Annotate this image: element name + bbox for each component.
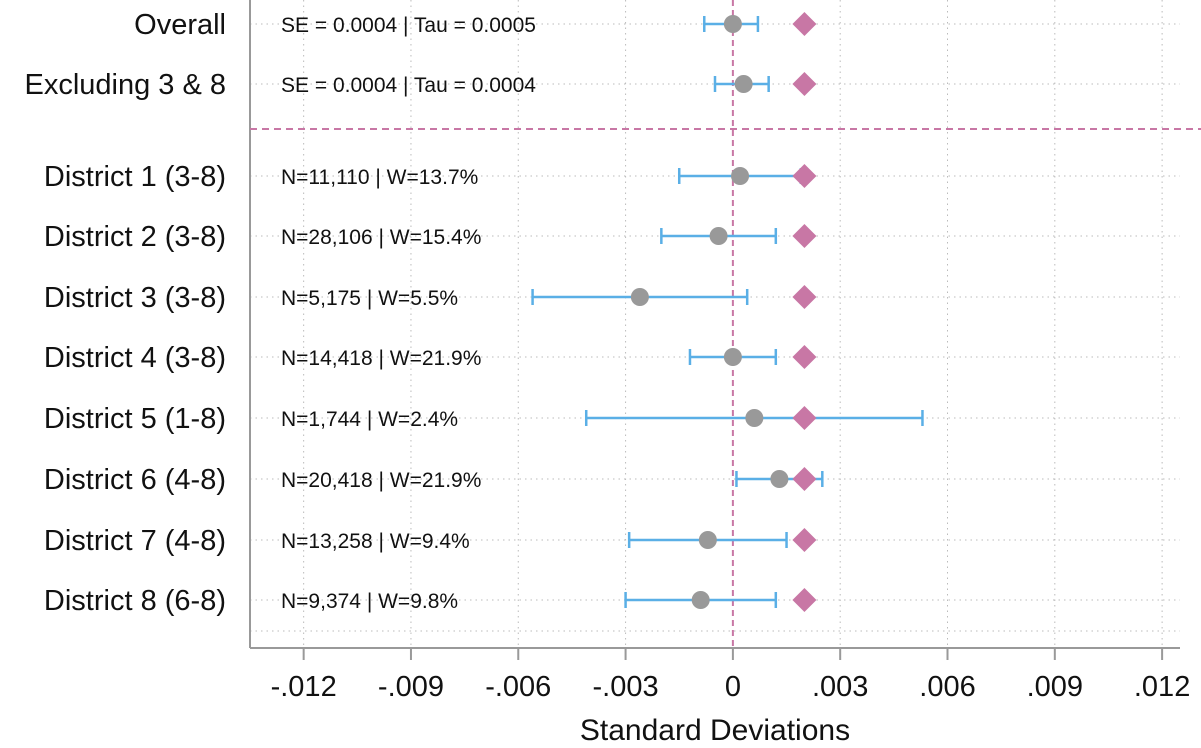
row: District 6 (4-8) N=20,418 | W=21.9% [44, 464, 824, 496]
rows: Overall SE = 0.0004 | Tau = 0.0005 Excludi… [24, 9, 924, 617]
point-estimate [723, 15, 742, 33]
diamond-marker [792, 588, 817, 612]
x-tick-label: .012 [1134, 671, 1190, 703]
row: District 3 (3-8) N=5,175 | W=5.5% [44, 282, 817, 314]
row: District 5 (1-8) N=1,744 | W=2.4% [44, 403, 924, 435]
diamond-marker [792, 285, 817, 309]
point-estimate [630, 288, 649, 306]
row-label: District 4 (3-8) [44, 342, 226, 374]
row-annotation: N=5,175 | W=5.5% [281, 287, 458, 310]
x-tick-label: .006 [919, 671, 975, 703]
diamond-marker [792, 467, 817, 491]
diamond-marker [792, 72, 817, 96]
diamond-marker [792, 12, 817, 36]
diamond-marker [792, 224, 817, 248]
row-label: District 6 (4-8) [44, 464, 226, 496]
point-estimate [723, 348, 742, 366]
row: Overall SE = 0.0004 | Tau = 0.0005 [134, 9, 817, 41]
row: Excluding 3 & 8 SE = 0.0004 | Tau = 0.000… [24, 69, 817, 101]
diamond-marker [792, 345, 817, 369]
x-ticks: -.012 -.009 -.006 -.003 0 .003 .006 .009 .012 [271, 648, 1190, 703]
point-estimate [734, 75, 753, 93]
diamond-marker [792, 406, 817, 430]
row-label: District 3 (3-8) [44, 282, 226, 314]
x-tick-label: -.003 [593, 671, 659, 703]
row-label: Excluding 3 & 8 [24, 69, 226, 101]
point-estimate [691, 591, 710, 609]
point-estimate [709, 227, 728, 245]
point-estimate [770, 470, 789, 488]
x-tick-label: -.009 [378, 671, 444, 703]
x-tick-label: .009 [1027, 671, 1083, 703]
point-estimate [731, 167, 750, 185]
point-estimate [745, 409, 764, 427]
row-label: District 1 (3-8) [44, 161, 226, 193]
diamond-marker [792, 164, 817, 188]
row: District 2 (3-8) N=28,106 | W=15.4% [44, 221, 817, 253]
row: District 1 (3-8) N=11,110 | W=13.7% [44, 161, 817, 193]
row-annotation: N=11,110 | W=13.7% [281, 166, 478, 189]
row-label: District 2 (3-8) [44, 221, 226, 253]
diamond-marker [792, 528, 817, 552]
row-annotation: SE = 0.0004 | Tau = 0.0004 [281, 74, 536, 97]
row: District 8 (6-8) N=9,374 | W=9.8% [44, 585, 817, 617]
x-tick-label: -.012 [271, 671, 337, 703]
row-annotation: N=14,418 | W=21.9% [281, 347, 481, 370]
row-label: District 5 (1-8) [44, 403, 226, 435]
row-annotation: N=1,744 | W=2.4% [281, 408, 458, 431]
row-annotation: N=13,258 | W=9.4% [281, 530, 470, 553]
x-tick-label: 0 [725, 671, 741, 703]
x-tick-label: -.006 [485, 671, 551, 703]
row-annotation: SE = 0.0004 | Tau = 0.0005 [281, 14, 536, 37]
x-axis-title: Standard Deviations [580, 714, 850, 747]
row-label: District 8 (6-8) [44, 585, 226, 617]
x-tick-label: .003 [812, 671, 868, 703]
axes [249, 0, 1180, 649]
row-annotation: N=20,418 | W=21.9% [281, 469, 481, 492]
row-label: Overall [134, 9, 226, 41]
grid [250, 0, 1180, 648]
row-label: District 7 (4-8) [44, 525, 226, 557]
row: District 4 (3-8) N=14,418 | W=21.9% [44, 342, 817, 374]
point-estimate [698, 531, 717, 549]
row-annotation: N=28,106 | W=15.4% [281, 226, 481, 249]
row: District 7 (4-8) N=13,258 | W=9.4% [44, 525, 817, 557]
row-annotation: N=9,374 | W=9.8% [281, 590, 458, 613]
